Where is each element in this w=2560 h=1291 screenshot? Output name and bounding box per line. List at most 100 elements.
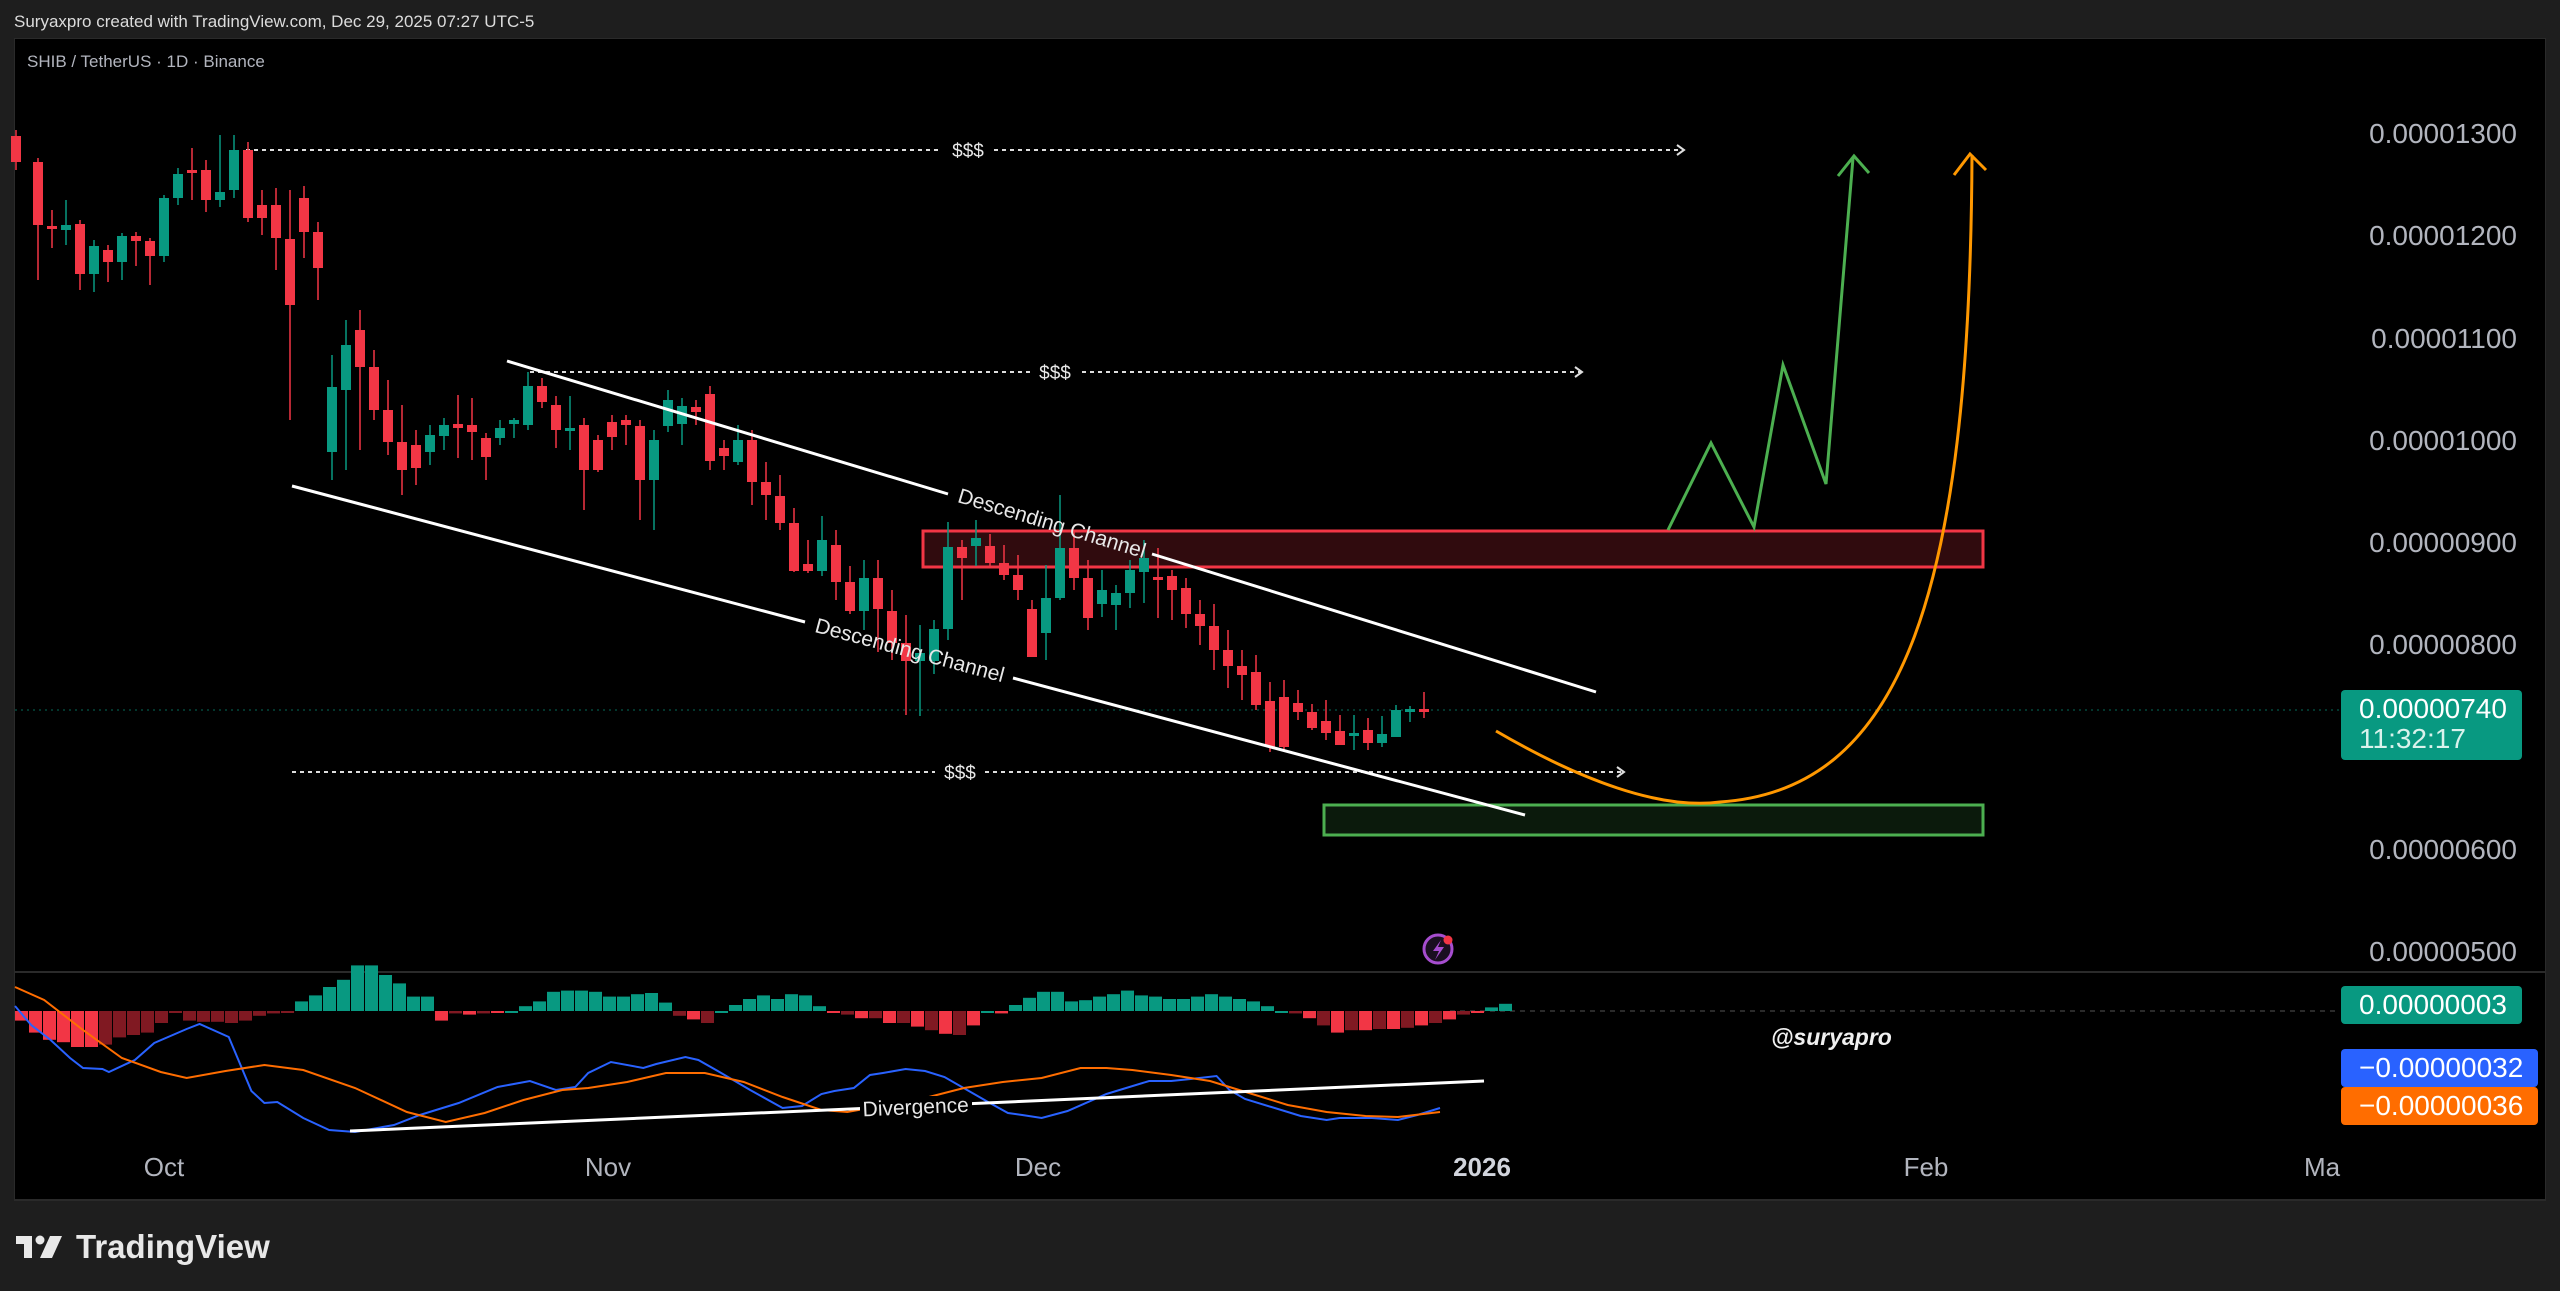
candle — [523, 386, 533, 425]
candle — [1055, 548, 1065, 598]
candle — [901, 643, 911, 661]
macd-line-tag: −0.00000032 — [2341, 1049, 2538, 1087]
candle-countdown: 11:32:17 — [2359, 723, 2466, 754]
candle — [607, 422, 617, 437]
candle — [649, 440, 659, 480]
candle — [551, 405, 561, 430]
candle — [173, 174, 183, 198]
time-tick: Feb — [1903, 1152, 1949, 1182]
candle — [775, 496, 785, 523]
current-price-value: 0.00000740 — [2359, 693, 2507, 724]
candle — [285, 239, 295, 305]
candle — [565, 428, 575, 431]
candle — [943, 547, 953, 629]
candle — [537, 386, 547, 402]
candle — [1237, 666, 1247, 675]
candlestick-series — [11, 130, 1429, 752]
candle — [1405, 709, 1415, 712]
candle — [1293, 703, 1303, 712]
arrow-up-icon — [1836, 153, 1871, 177]
price-tick: 0.00001200 — [2369, 220, 2517, 251]
candle — [1083, 578, 1093, 618]
candle — [1321, 721, 1331, 733]
candle — [215, 192, 225, 200]
candle — [439, 425, 449, 436]
candle — [691, 407, 701, 412]
divergence-label: Divergence — [862, 1094, 969, 1122]
candle — [1041, 598, 1051, 633]
candle — [1209, 626, 1219, 650]
liquidity-label-high: $$$ — [952, 141, 984, 162]
candle — [859, 578, 869, 611]
bullish-projection-path — [1666, 157, 1855, 532]
candle — [1013, 575, 1023, 590]
candle — [719, 448, 729, 456]
macd-histogram — [15, 965, 1512, 1047]
candle — [705, 394, 715, 461]
candle — [1279, 697, 1289, 747]
liquidity-label-low: $$$ — [944, 763, 976, 784]
resistance-zone — [921, 529, 1985, 569]
candle — [635, 426, 645, 480]
candle — [229, 150, 239, 190]
candle — [159, 198, 169, 256]
candle — [481, 438, 491, 457]
candle — [621, 420, 631, 425]
candle — [747, 440, 757, 482]
candle — [1377, 734, 1387, 743]
candle — [271, 205, 281, 238]
candle — [663, 400, 673, 426]
candle — [1181, 588, 1191, 614]
price-tick: 0.00000500 — [2369, 936, 2517, 967]
candle — [1419, 709, 1429, 712]
candle — [145, 241, 155, 256]
candle — [33, 162, 43, 225]
candle — [509, 420, 519, 424]
candle — [593, 440, 603, 470]
candle — [999, 563, 1009, 575]
chart-panel[interactable] — [14, 38, 2546, 1201]
signal-line — [14, 986, 1441, 1124]
time-tick: Nov — [584, 1152, 632, 1182]
candle — [1195, 614, 1205, 626]
candle — [1167, 576, 1177, 590]
candle — [733, 440, 743, 462]
candle — [803, 564, 813, 571]
signal-line-tag: −0.00000036 — [2341, 1087, 2538, 1125]
liquidity-label-mid: $$$ — [1039, 363, 1071, 384]
price-tick: 0.00000800 — [2369, 629, 2517, 660]
candle — [61, 225, 71, 230]
candle — [1097, 590, 1107, 604]
candle — [369, 367, 379, 410]
tradingview-logo[interactable]: TradingView — [16, 1228, 270, 1266]
author-watermark: @suryapro — [1771, 1024, 1892, 1050]
candle — [117, 236, 127, 262]
candle — [831, 545, 841, 582]
current-price-tag: 0.00000740 11:32:17 — [2341, 690, 2522, 760]
time-tick: Ma — [2303, 1152, 2341, 1182]
candle — [131, 236, 141, 241]
candle — [789, 523, 799, 571]
tradingview-logo-icon — [16, 1235, 62, 1258]
candle — [89, 246, 99, 274]
price-tick: 0.00001100 — [2371, 323, 2517, 354]
price-tick: 0.00000600 — [2369, 834, 2517, 865]
candle — [327, 387, 337, 452]
candle — [1111, 593, 1121, 605]
macd-line — [14, 1005, 1441, 1134]
candle — [299, 198, 309, 232]
candle — [1349, 733, 1359, 736]
descending-channel — [291, 359, 1597, 817]
candle — [313, 232, 323, 268]
curved-projection-path — [1495, 154, 1974, 805]
candle — [341, 345, 351, 390]
candle — [1027, 609, 1037, 657]
lightning-icon[interactable] — [1422, 933, 1454, 965]
candle — [1391, 710, 1401, 737]
candle — [257, 205, 267, 218]
candle — [187, 170, 197, 173]
candle — [11, 136, 21, 162]
candle — [915, 653, 925, 661]
candle — [1335, 731, 1345, 745]
